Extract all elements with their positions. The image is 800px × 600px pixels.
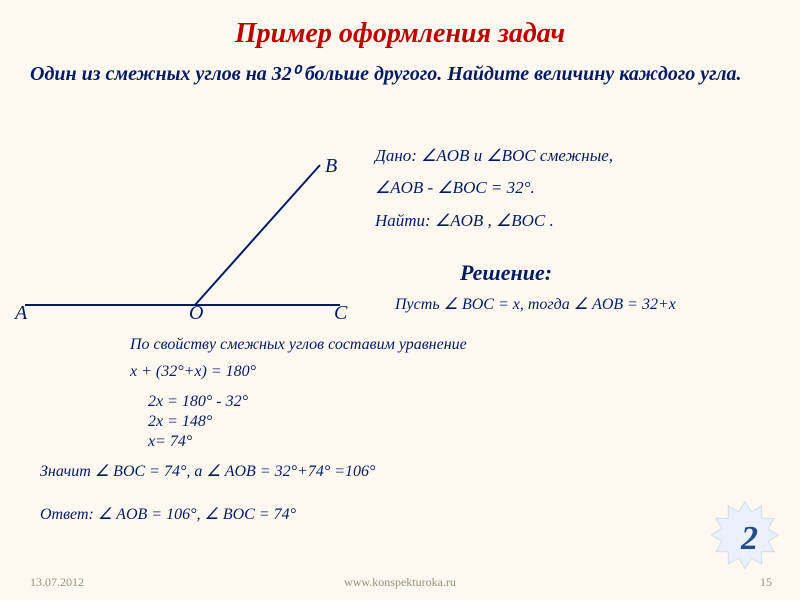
solution-step-7: Значит ∠ BOC = 74°, а ∠ AOB = 32°+74° =1… [40, 462, 560, 483]
star-number: 2 [741, 520, 758, 558]
solution-step-6: x= 74° [148, 432, 192, 453]
footer-url: www.konspekturoka.ru [344, 575, 456, 590]
line-ob [195, 165, 320, 305]
point-b-label: B [325, 155, 337, 178]
footer-page-number: 15 [760, 575, 772, 590]
problem-text: Один из смежных углов на 32⁰ больше друг… [0, 50, 800, 88]
point-c-label: C [334, 302, 347, 325]
given-line-2: ∠AOB - ∠BOC = 32°. [375, 172, 613, 204]
solution-step-4: 2x = 180° - 32° [148, 392, 248, 413]
given-line-1: Дано: ∠AOB и ∠BOC смежные, [375, 140, 613, 172]
solution-step-2: По свойству смежных углов составим уравн… [130, 335, 467, 356]
geometry-diagram [20, 135, 360, 325]
solution-step-1: Пусть ∠ BOC = x, тогда ∠ AOB = 32+x [395, 295, 725, 316]
solution-title: Решение: [460, 260, 552, 286]
solution-step-5: 2x = 148° [148, 412, 212, 433]
given-line-3: Найти: ∠AOB , ∠BOC . [375, 205, 613, 237]
solution-answer: Ответ: ∠ AOB = 106°, ∠ BOC = 74° [40, 505, 296, 526]
point-o-label: O [189, 302, 203, 325]
given-block: Дано: ∠AOB и ∠BOC смежные, ∠AOB - ∠BOC =… [375, 140, 613, 237]
point-a-label: A [15, 302, 27, 325]
slide-title: Пример оформления задач [0, 0, 800, 50]
solution-step-3: x + (32°+x) = 180° [130, 362, 256, 383]
footer-date: 13.07.2012 [30, 575, 84, 590]
